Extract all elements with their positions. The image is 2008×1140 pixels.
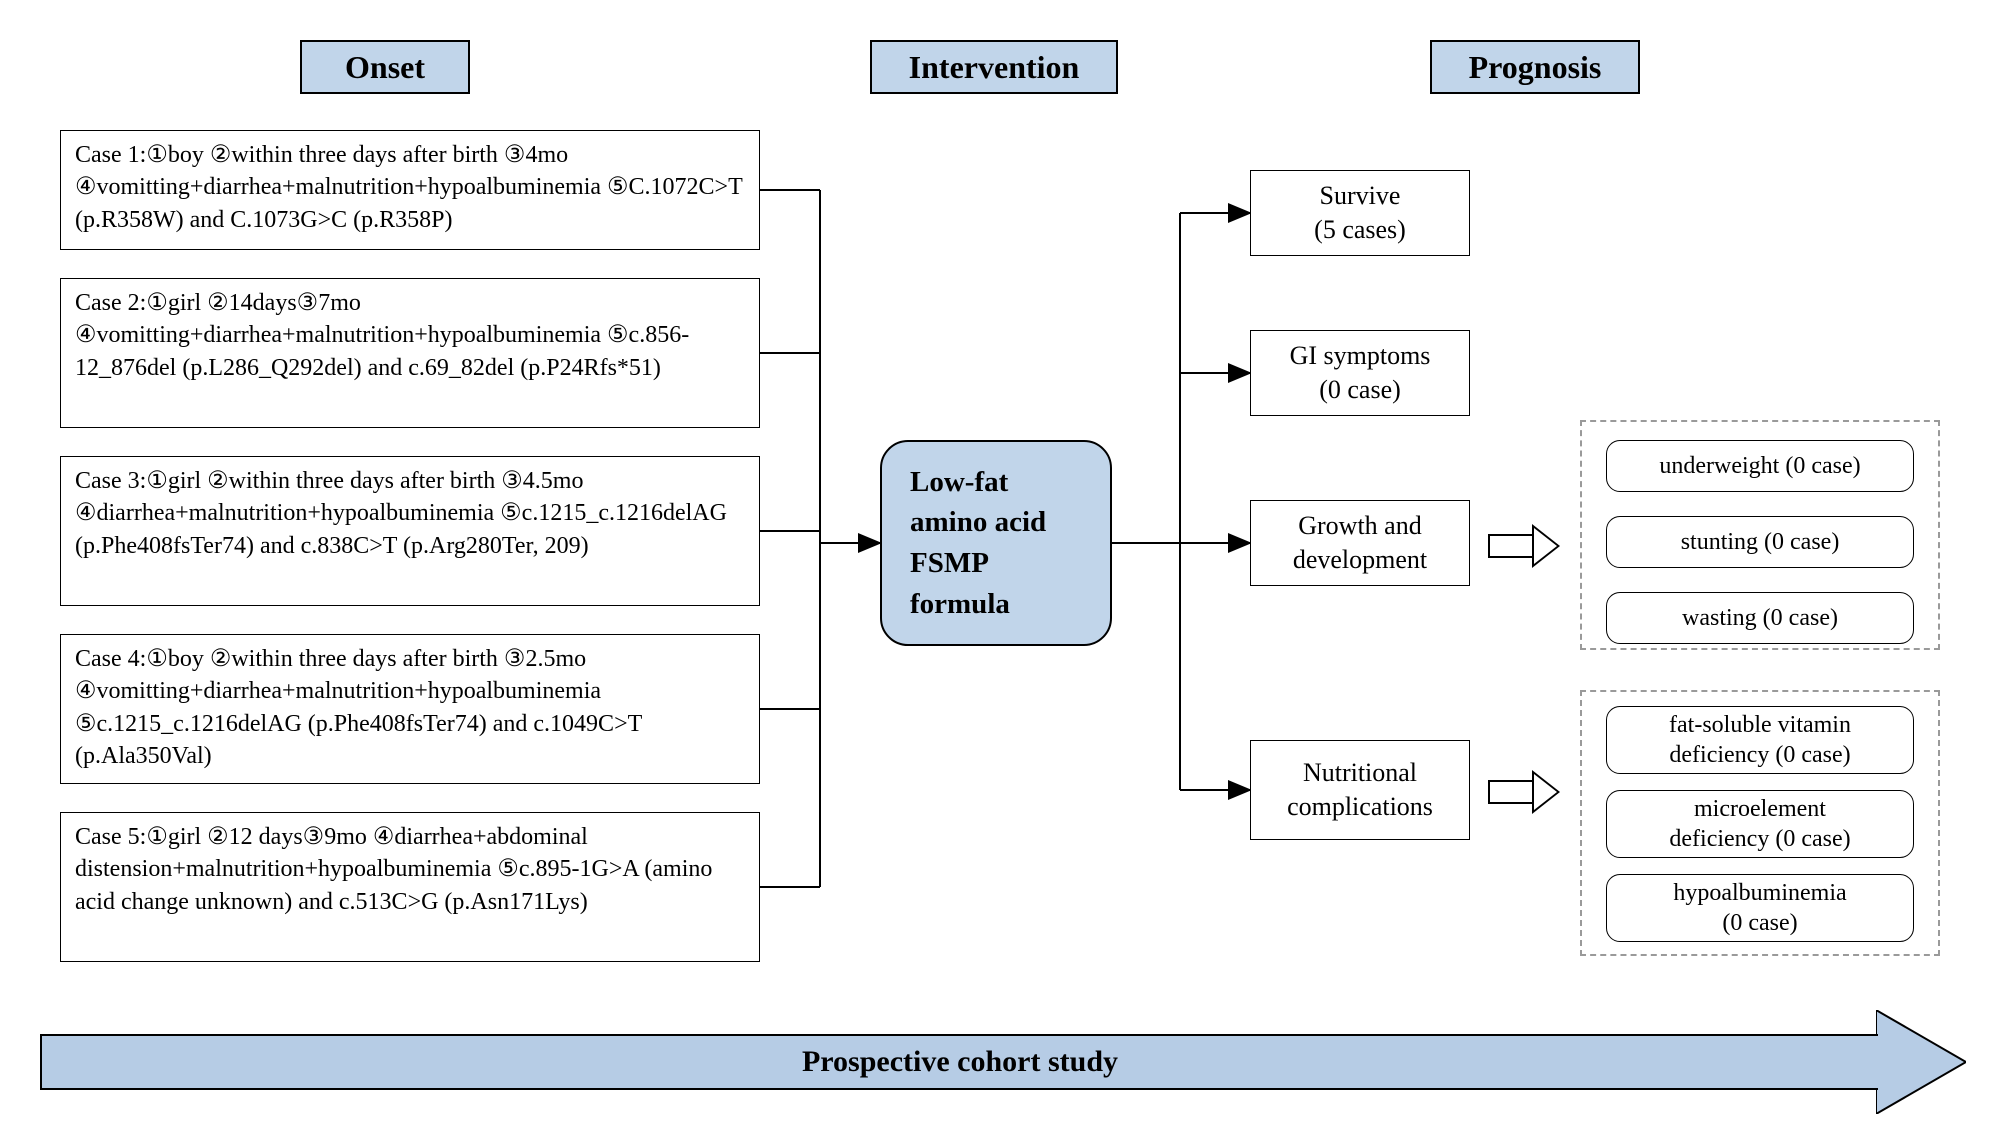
- nutri-item-2: hypoalbuminemia (0 case): [1606, 874, 1914, 942]
- intervention-node: Low-fat amino acid FSMP formula: [880, 440, 1112, 646]
- outcome-nutri: Nutritional complications: [1250, 740, 1470, 840]
- case-box-2: Case 2:①girl ②14days③7mo ④vomitting+diar…: [60, 278, 760, 428]
- case-box-1: Case 1:①boy ②within three days after bir…: [60, 130, 760, 250]
- header-onset: Onset: [300, 40, 470, 94]
- timeline-arrow-label: Prospective cohort study: [802, 1045, 1118, 1079]
- timeline-arrow-head: [1876, 1010, 1966, 1114]
- growth-item-0: underweight (0 case): [1606, 440, 1914, 492]
- intervention-label: Low-fat amino acid FSMP formula: [910, 462, 1082, 624]
- timeline-arrow: Prospective cohort study: [40, 1010, 1966, 1114]
- case-box-5: Case 5:①girl ②12 days③9mo ④diarrhea+abdo…: [60, 812, 760, 962]
- hollow-arrow-0: [1488, 524, 1560, 568]
- growth-item-1: stunting (0 case): [1606, 516, 1914, 568]
- growth-item-2: wasting (0 case): [1606, 592, 1914, 644]
- header-intervention: Intervention: [870, 40, 1118, 94]
- flowchart-root: Onset Intervention Prognosis Low-fat ami…: [40, 40, 1968, 1100]
- nutri-item-1: microelement deficiency (0 case): [1606, 790, 1914, 858]
- header-onset-label: Onset: [345, 49, 425, 86]
- outcome-survive: Survive (5 cases): [1250, 170, 1470, 256]
- case-box-3: Case 3:①girl ②within three days after bi…: [60, 456, 760, 606]
- hollow-arrow-1: [1488, 770, 1560, 814]
- header-prognosis-label: Prognosis: [1469, 49, 1602, 86]
- outcome-gi: GI symptoms (0 case): [1250, 330, 1470, 416]
- outcome-growth: Growth and development: [1250, 500, 1470, 586]
- header-intervention-label: Intervention: [909, 49, 1080, 86]
- nutri-item-0: fat-soluble vitamin deficiency (0 case): [1606, 706, 1914, 774]
- header-prognosis: Prognosis: [1430, 40, 1640, 94]
- case-box-4: Case 4:①boy ②within three days after bir…: [60, 634, 760, 784]
